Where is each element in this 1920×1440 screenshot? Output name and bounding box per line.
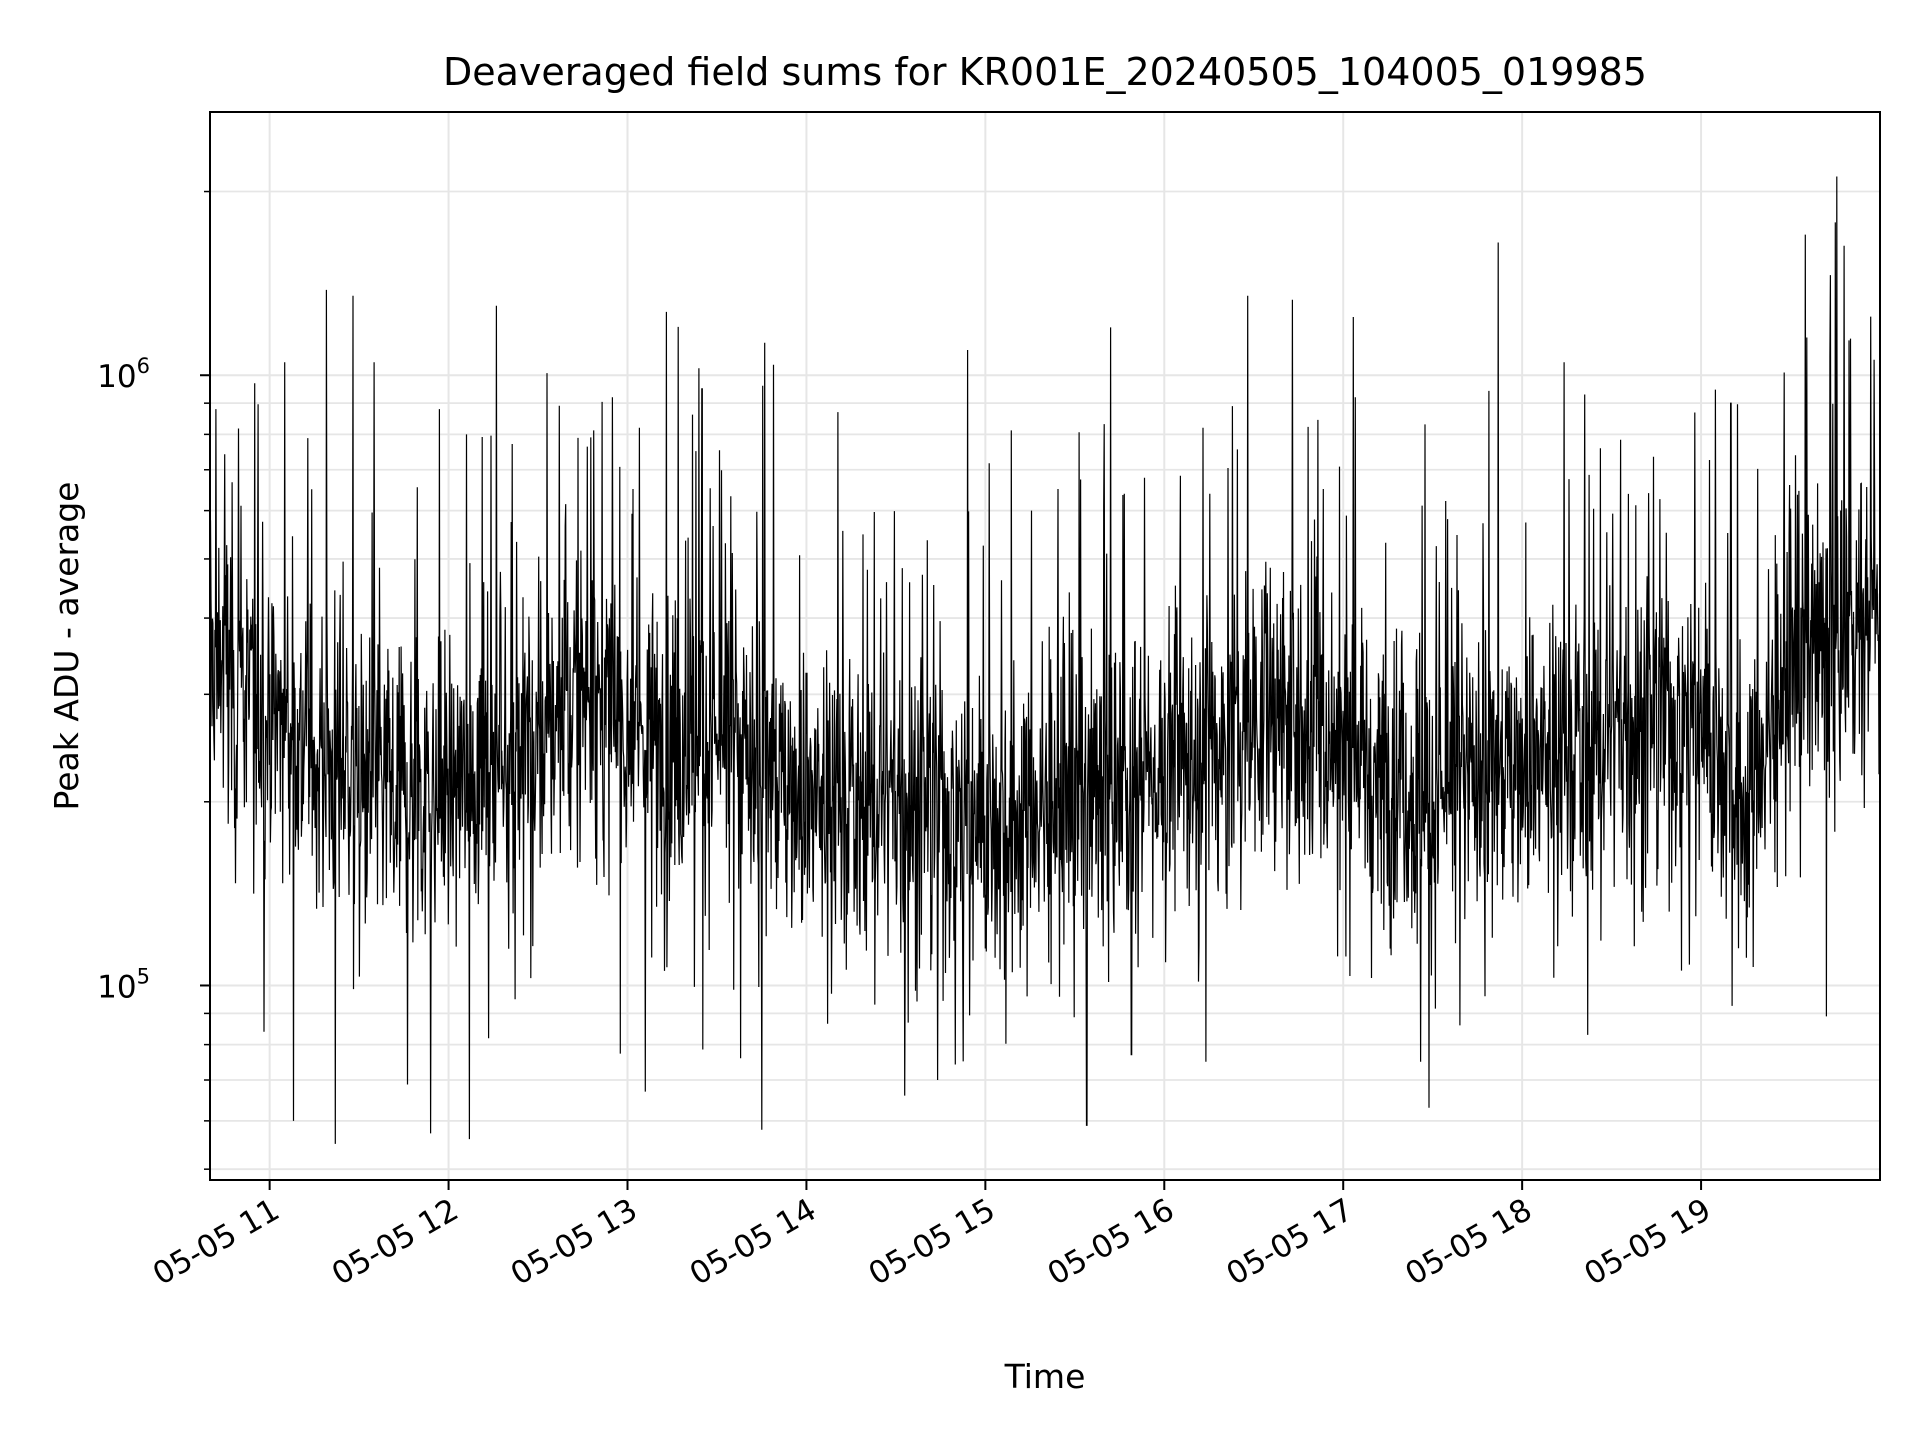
y-tick-label: 105 (97, 964, 150, 1005)
plot-frame (209, 111, 1881, 1181)
chart-title: Deaveraged field sums for KR001E_2024050… (443, 50, 1647, 94)
x-axis-label: Time (1004, 1357, 1086, 1396)
y-axis-minor-ticks (204, 190, 210, 1170)
x-gridlines (268, 112, 1703, 1180)
y-tick-label: 106 (97, 354, 150, 395)
series-line (209, 176, 1881, 1144)
y-axis-label: Peak ADU - average (47, 482, 86, 811)
y-axis-ticks: 105 106 (97, 354, 210, 1005)
